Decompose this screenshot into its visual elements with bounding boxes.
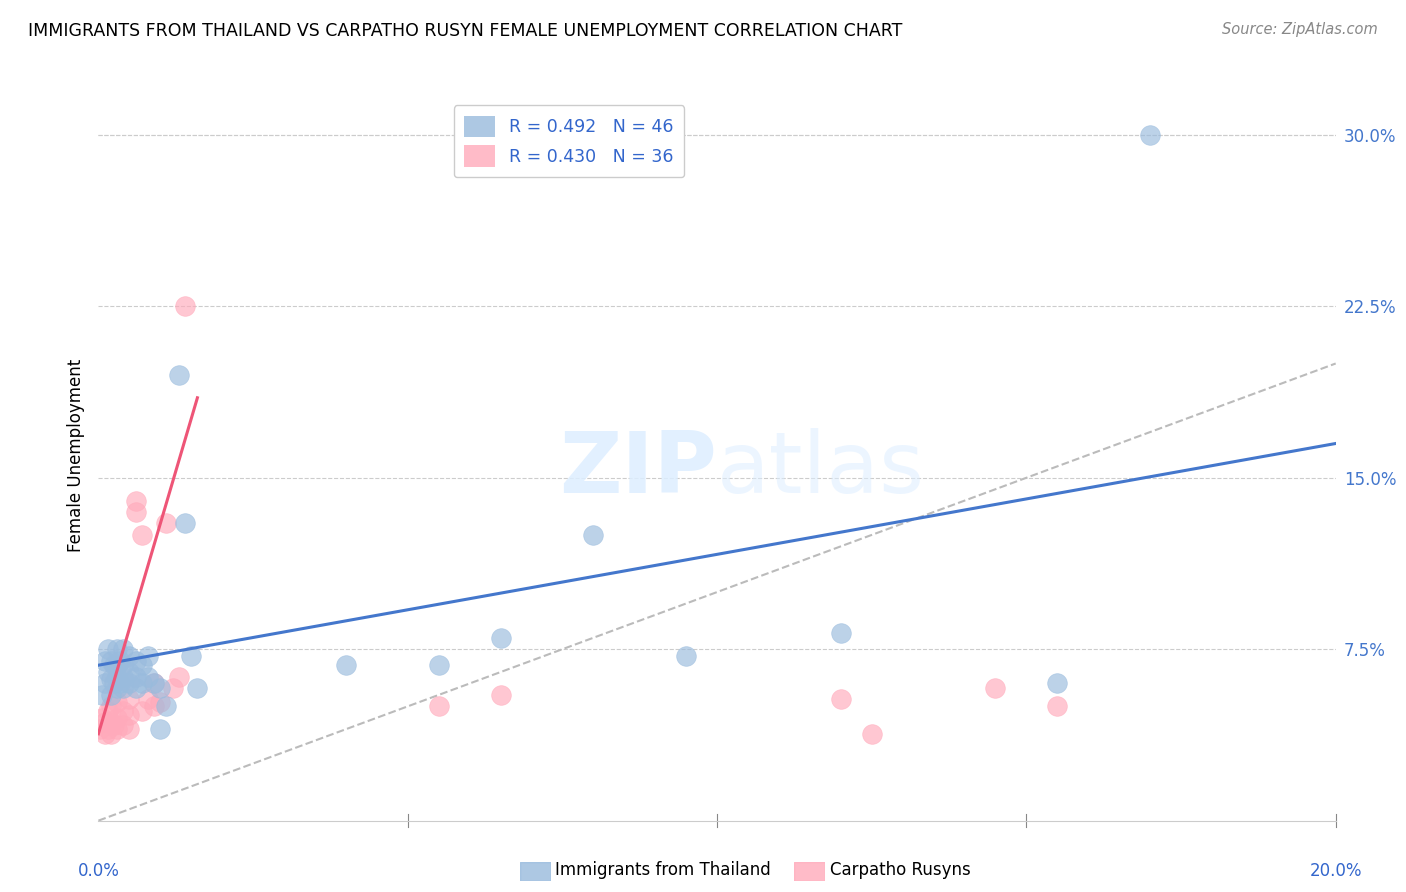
Point xyxy=(1046,676,1069,690)
Point xyxy=(112,681,135,695)
Point xyxy=(162,681,184,695)
Point xyxy=(100,672,122,686)
Point xyxy=(131,658,153,673)
Point xyxy=(118,708,141,723)
Point xyxy=(830,692,852,706)
Point xyxy=(830,626,852,640)
Point xyxy=(112,670,135,684)
Point xyxy=(489,688,512,702)
Point xyxy=(97,665,120,679)
Point xyxy=(149,723,172,737)
Point xyxy=(1139,128,1161,142)
Text: Source: ZipAtlas.com: Source: ZipAtlas.com xyxy=(1222,22,1378,37)
Text: IMMIGRANTS FROM THAILAND VS CARPATHO RUSYN FEMALE UNEMPLOYMENT CORRELATION CHART: IMMIGRANTS FROM THAILAND VS CARPATHO RUS… xyxy=(28,22,903,40)
Point xyxy=(97,723,120,737)
Point xyxy=(186,681,208,695)
Point xyxy=(93,715,115,730)
Text: 20.0%: 20.0% xyxy=(1309,862,1362,880)
Point xyxy=(100,699,122,714)
Point xyxy=(103,658,125,673)
Point xyxy=(131,528,153,542)
Point xyxy=(105,723,128,737)
Point xyxy=(118,649,141,664)
Point xyxy=(143,699,166,714)
Text: 0.0%: 0.0% xyxy=(77,862,120,880)
Point xyxy=(155,699,177,714)
Point xyxy=(105,658,128,673)
Point xyxy=(112,704,135,718)
Point xyxy=(93,676,115,690)
Point xyxy=(124,681,146,695)
Point xyxy=(124,670,146,684)
Point xyxy=(489,631,512,645)
Text: ZIP: ZIP xyxy=(560,428,717,511)
Point xyxy=(136,692,159,706)
Point xyxy=(155,516,177,531)
Point xyxy=(174,516,197,531)
Point xyxy=(143,676,166,690)
Text: atlas: atlas xyxy=(717,428,925,511)
Point xyxy=(335,658,357,673)
Point xyxy=(90,688,112,702)
Point xyxy=(97,642,120,657)
Point xyxy=(112,642,135,657)
Point xyxy=(180,649,202,664)
Point xyxy=(118,676,141,690)
Point xyxy=(105,695,128,709)
Point xyxy=(675,649,697,664)
Point xyxy=(167,368,190,382)
Point xyxy=(427,699,450,714)
Text: Carpatho Rusyns: Carpatho Rusyns xyxy=(830,861,970,879)
Point xyxy=(105,681,128,695)
Point xyxy=(118,692,141,706)
Point xyxy=(100,727,122,741)
Point xyxy=(136,649,159,664)
Point xyxy=(93,654,115,668)
Text: Immigrants from Thailand: Immigrants from Thailand xyxy=(555,861,770,879)
Point xyxy=(124,654,146,668)
Point xyxy=(174,299,197,313)
Point xyxy=(100,715,122,730)
Point xyxy=(90,711,112,725)
Point xyxy=(984,681,1007,695)
Point xyxy=(167,670,190,684)
Point xyxy=(131,704,153,718)
Point xyxy=(100,654,122,668)
Y-axis label: Female Unemployment: Female Unemployment xyxy=(66,359,84,551)
Point xyxy=(136,670,159,684)
Point xyxy=(149,695,172,709)
Point xyxy=(97,704,120,718)
Point xyxy=(89,723,111,737)
Point xyxy=(105,711,128,725)
Point xyxy=(427,658,450,673)
Point xyxy=(143,676,166,690)
Legend: R = 0.492   N = 46, R = 0.430   N = 36: R = 0.492 N = 46, R = 0.430 N = 36 xyxy=(454,105,683,178)
Point xyxy=(100,688,122,702)
Point xyxy=(860,727,883,741)
Point xyxy=(93,727,115,741)
Point xyxy=(124,493,146,508)
Point xyxy=(105,642,128,657)
Point xyxy=(108,676,131,690)
Point xyxy=(103,676,125,690)
Point xyxy=(1046,699,1069,714)
Point xyxy=(112,717,135,731)
Point xyxy=(118,723,141,737)
Point xyxy=(105,670,128,684)
Point xyxy=(149,681,172,695)
Point xyxy=(118,665,141,679)
Point xyxy=(108,654,131,668)
Point xyxy=(582,528,605,542)
Point xyxy=(112,658,135,673)
Point xyxy=(124,505,146,519)
Point xyxy=(131,676,153,690)
Point xyxy=(103,717,125,731)
